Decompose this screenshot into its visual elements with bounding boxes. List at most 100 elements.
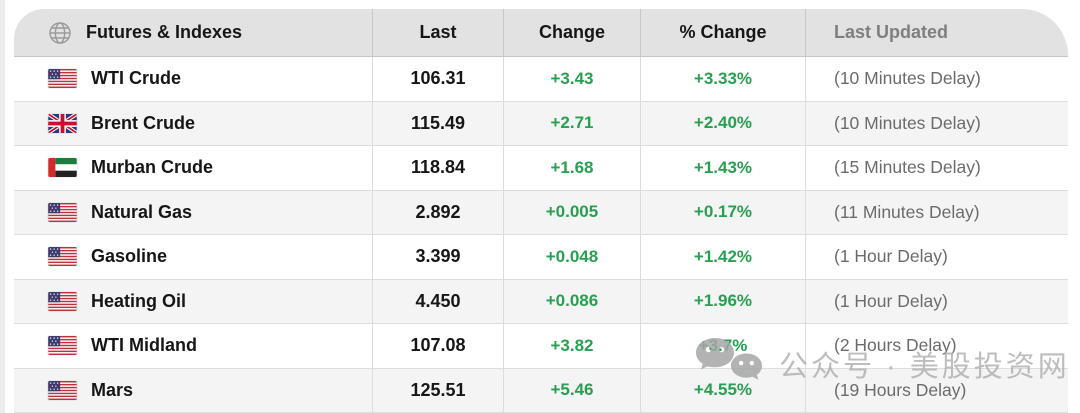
last-updated-cell: (11 Minutes Delay): [805, 190, 1068, 234]
table-row[interactable]: Gasoline 3.399 +0.048 +1.42% (1 Hour Del…: [14, 235, 1068, 280]
pct-change-value: +4.55%: [693, 380, 753, 400]
last-updated-cell: (19 Hours Delay): [805, 368, 1068, 412]
last-price-cell: 4.450: [372, 279, 503, 323]
last-updated-value: (10 Minutes Delay): [834, 112, 981, 133]
pct-change-value: +1.43%: [693, 157, 753, 177]
instrument-name: Gasoline: [91, 246, 168, 267]
change-cell: +0.048: [503, 235, 640, 279]
instrument-cell[interactable]: Gasoline: [14, 235, 372, 279]
change-cell: +3.43: [503, 57, 640, 101]
table-header: Futures & Indexes Last Change % Change L…: [14, 9, 1068, 57]
futures-table: Futures & Indexes Last Change % Change L…: [14, 9, 1068, 413]
last-price: 106.31: [410, 68, 466, 89]
pct-change-value: +3.7%: [698, 335, 748, 355]
last-updated-cell: (15 Minutes Delay): [805, 146, 1068, 190]
last-price-cell: 118.84: [372, 146, 503, 190]
last-updated-cell: (10 Minutes Delay): [805, 57, 1068, 101]
instrument-cell[interactable]: Murban Crude: [14, 146, 372, 190]
change-cell: +2.71: [503, 101, 640, 145]
table-row[interactable]: Murban Crude 118.84 +1.68 +1.43% (15 Min…: [14, 146, 1068, 191]
instrument-name: Murban Crude: [91, 157, 214, 178]
change-value: +2.71: [550, 113, 594, 133]
header-cell-change: Change: [503, 9, 640, 56]
header-cell-instruments: Futures & Indexes: [14, 9, 372, 56]
instrument-cell[interactable]: WTI Crude: [14, 57, 372, 101]
header-label-pct-change: % Change: [679, 22, 767, 42]
change-cell: +3.82: [503, 324, 640, 368]
table-body: WTI Crude 106.31 +3.43 +3.33% (10 Minute…: [14, 57, 1068, 413]
last-price-cell: 107.08: [372, 324, 503, 368]
header-label-change: Change: [538, 22, 605, 42]
page-left-edge: [0, 0, 5, 413]
change-cell: +0.005: [503, 190, 640, 234]
table-row[interactable]: Natural Gas 2.892 +0.005 +0.17% (11 Minu…: [14, 190, 1068, 235]
last-updated-cell: (10 Minutes Delay): [805, 101, 1068, 145]
change-value: +0.005: [545, 202, 599, 222]
us-flag-icon: [48, 380, 77, 400]
us-flag-icon: [48, 247, 77, 267]
pct-change-value: +1.42%: [693, 246, 753, 266]
last-price: 107.08: [410, 335, 466, 356]
last-price-cell: 106.31: [372, 57, 503, 101]
pct-change-cell: +1.96%: [640, 279, 805, 323]
last-price: 2.892: [415, 201, 461, 222]
last-updated-value: (11 Minutes Delay): [834, 201, 980, 222]
table-row[interactable]: Brent Crude 115.49 +2.71 +2.40% (10 Minu…: [14, 101, 1068, 146]
table-row[interactable]: WTI Crude 106.31 +3.43 +3.33% (10 Minute…: [14, 57, 1068, 102]
header-label-last: Last: [419, 22, 457, 42]
last-updated-value: (1 Hour Delay): [834, 246, 948, 267]
instrument-cell[interactable]: WTI Midland: [14, 324, 372, 368]
pct-change-cell: +3.7%: [640, 324, 805, 368]
last-updated-cell: (1 Hour Delay): [805, 235, 1068, 279]
last-updated-value: (1 Hour Delay): [834, 290, 948, 311]
instrument-cell[interactable]: Heating Oil: [14, 280, 372, 324]
last-price-cell: 3.399: [372, 235, 503, 279]
header-cell-last: Last: [372, 9, 503, 56]
instrument-name: WTI Midland: [91, 335, 197, 356]
table-row[interactable]: Heating Oil 4.450 +0.086 +1.96% (1 Hour …: [14, 279, 1068, 324]
last-price: 4.450: [415, 290, 461, 311]
change-cell: +0.086: [503, 279, 640, 323]
change-value: +0.048: [545, 246, 599, 266]
table-row[interactable]: Mars 125.51 +5.46 +4.55% (19 Hours Delay…: [14, 368, 1068, 413]
header-cell-pct-change: % Change: [640, 9, 805, 56]
instrument-name: WTI Crude: [91, 68, 181, 89]
pct-change-cell: +2.40%: [640, 101, 805, 145]
table-row[interactable]: WTI Midland 107.08 +3.82 +3.7% (2 Hours …: [14, 324, 1068, 369]
pct-change-cell: +1.42%: [640, 235, 805, 279]
uk-flag-icon: [48, 113, 77, 133]
last-price: 125.51: [410, 379, 466, 400]
last-price-cell: 2.892: [372, 190, 503, 234]
pct-change-value: +3.33%: [693, 68, 753, 88]
change-value: +3.82: [550, 335, 594, 355]
last-updated-value: (19 Hours Delay): [834, 379, 967, 400]
pct-change-cell: +1.43%: [640, 146, 805, 190]
instrument-cell[interactable]: Natural Gas: [14, 191, 372, 235]
pct-change-cell: +3.33%: [640, 57, 805, 101]
pct-change-value: +0.17%: [693, 202, 753, 222]
us-flag-icon: [48, 291, 77, 311]
change-value: +5.46: [550, 380, 594, 400]
globe-icon: [48, 21, 72, 45]
change-cell: +1.68: [503, 146, 640, 190]
instrument-name: Mars: [91, 379, 134, 400]
last-price: 115.49: [410, 112, 466, 133]
header-cell-last-updated: Last Updated: [805, 9, 1068, 56]
change-value: +3.43: [550, 68, 594, 88]
uae-flag-icon: [48, 158, 77, 178]
last-price-cell: 125.51: [372, 368, 503, 412]
pct-change-value: +1.96%: [693, 291, 753, 311]
instrument-cell[interactable]: Brent Crude: [14, 102, 372, 146]
pct-change-value: +2.40%: [693, 113, 753, 133]
last-updated-value: (10 Minutes Delay): [834, 68, 981, 89]
header-label-instruments: Futures & Indexes: [86, 22, 243, 42]
last-updated-cell: (1 Hour Delay): [805, 279, 1068, 323]
last-updated-cell: (2 Hours Delay): [805, 324, 1068, 368]
change-value: +0.086: [545, 291, 599, 311]
header-label-last-updated: Last Updated: [834, 22, 949, 42]
last-price: 3.399: [415, 246, 461, 267]
us-flag-icon: [48, 202, 77, 222]
instrument-cell[interactable]: Mars: [14, 369, 372, 413]
us-flag-icon: [48, 336, 77, 356]
last-updated-value: (15 Minutes Delay): [834, 157, 981, 178]
